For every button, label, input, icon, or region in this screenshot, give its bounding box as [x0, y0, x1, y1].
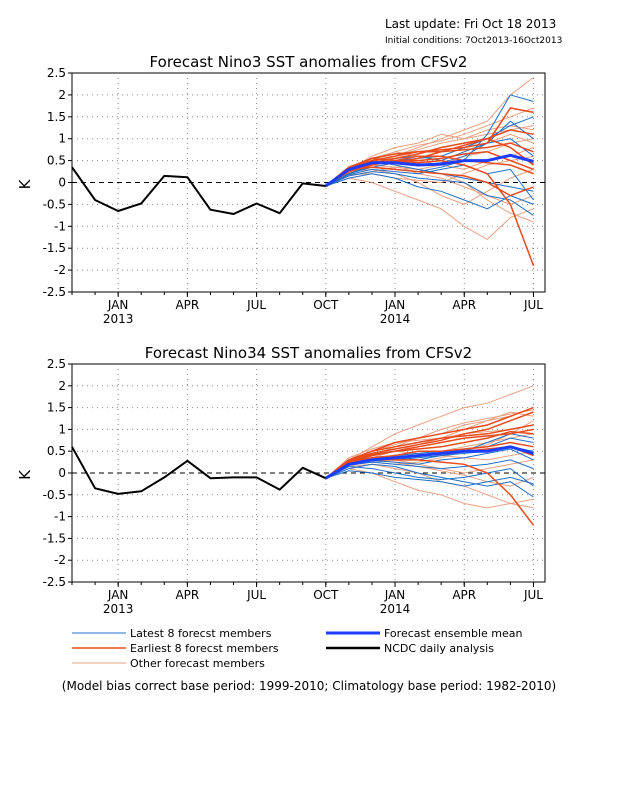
initial-conditions-text: Initial conditions: 7Oct2013-16Oct2013	[385, 36, 563, 46]
y-tick-label: 2.5	[47, 66, 66, 80]
earliest-member-line	[325, 142, 534, 187]
latest-member-line	[325, 171, 534, 216]
y-tick-label: 1	[58, 422, 66, 436]
latest-member-line	[325, 173, 534, 210]
y-tick-label: -1.5	[43, 241, 66, 255]
latest-member-line	[325, 164, 534, 201]
earliest-member-line	[325, 166, 534, 197]
other-member-line	[325, 468, 534, 509]
y-tick-label: -2.5	[43, 575, 66, 589]
latest-member-line	[325, 116, 534, 187]
ncdc-analysis-line	[71, 166, 326, 215]
legend-label-ncdc: NCDC daily analysis	[384, 642, 494, 655]
other-member-line	[325, 463, 534, 509]
x-tick-label: APR	[452, 298, 476, 312]
other-member-line	[325, 424, 534, 479]
x-year-label: 2014	[380, 602, 411, 616]
y-tick-label: -1	[54, 219, 66, 233]
x-tick-label: JUL	[246, 588, 266, 602]
x-year-label: 2014	[380, 312, 411, 326]
y-tick-label: 0	[58, 176, 66, 190]
chart-title: Forecast Nino3 SST anomalies from CFSv2	[150, 53, 468, 71]
latest-member-line	[325, 465, 534, 487]
y-tick-label: 1	[58, 132, 66, 146]
y-tick-label: -0.5	[43, 488, 66, 502]
y-axis-label: K	[16, 469, 34, 480]
y-tick-label: -1.5	[43, 531, 66, 545]
y-tick-label: 0	[58, 466, 66, 480]
y-tick-label: 2.5	[47, 357, 66, 371]
legend-label-other: Other forecast members	[130, 657, 265, 670]
y-tick-label: -1	[54, 510, 66, 524]
x-tick-label: OCT	[313, 298, 339, 312]
ensemble-mean-line	[324, 153, 534, 188]
x-tick-label: JAN	[107, 298, 129, 312]
y-axis-label: K	[16, 178, 34, 189]
x-tick-label: APR	[175, 588, 199, 602]
other-member-line	[325, 177, 534, 241]
x-tick-label: JAN	[384, 298, 406, 312]
y-tick-label: 2	[58, 88, 66, 102]
x-tick-label: JUL	[523, 588, 543, 602]
y-tick-label: 1.5	[47, 110, 66, 124]
latest-member-line	[325, 459, 534, 479]
earliest-member-line	[325, 441, 534, 479]
y-tick-label: -0.5	[43, 197, 66, 211]
latest-member-line	[325, 470, 534, 487]
legend-label-latest: Latest 8 forecst members	[130, 627, 272, 640]
earliest-member-line	[325, 424, 534, 479]
y-tick-label: -2	[54, 263, 66, 277]
x-tick-label: APR	[175, 298, 199, 312]
legend-label-earliest: Earliest 8 forecst members	[130, 642, 279, 655]
x-year-label: 2013	[103, 602, 134, 616]
ensemble-mean-line	[325, 445, 534, 480]
y-tick-label: -2.5	[43, 285, 66, 299]
legend-label-mean: Forecast ensemble mean	[384, 627, 523, 640]
footnote: (Model bias correct base period: 1999-20…	[62, 679, 556, 693]
y-tick-label: 2	[58, 379, 66, 393]
x-tick-label: JUL	[246, 298, 266, 312]
last-update-text: Last update: Fri Oct 18 2013	[385, 17, 557, 31]
earliest-member-line	[325, 430, 534, 479]
ncdc-analysis-line	[71, 446, 327, 495]
x-tick-label: JUL	[523, 298, 543, 312]
x-tick-label: OCT	[313, 588, 339, 602]
x-year-label: 2013	[103, 312, 134, 326]
nino3-panel: Forecast Nino3 SST anomalies from CFSv2 2…	[16, 53, 546, 326]
chart-title: Forecast Nino34 SST anomalies from CFSv2	[145, 344, 472, 362]
earliest-member-line	[325, 411, 534, 479]
x-tick-label: APR	[452, 588, 476, 602]
latest-member-line	[325, 94, 534, 187]
x-tick-label: JAN	[107, 588, 129, 602]
y-tick-label: 1.5	[47, 401, 66, 415]
legend: Latest 8 forecst members Earliest 8 fore…	[72, 627, 523, 670]
y-tick-label: 0.5	[47, 154, 66, 168]
nino34-panel: Forecast Nino34 SST anomalies from CFSv2…	[16, 344, 546, 616]
x-tick-label: JAN	[384, 588, 406, 602]
y-tick-label: 0.5	[47, 444, 66, 458]
y-tick-label: -2	[54, 553, 66, 567]
